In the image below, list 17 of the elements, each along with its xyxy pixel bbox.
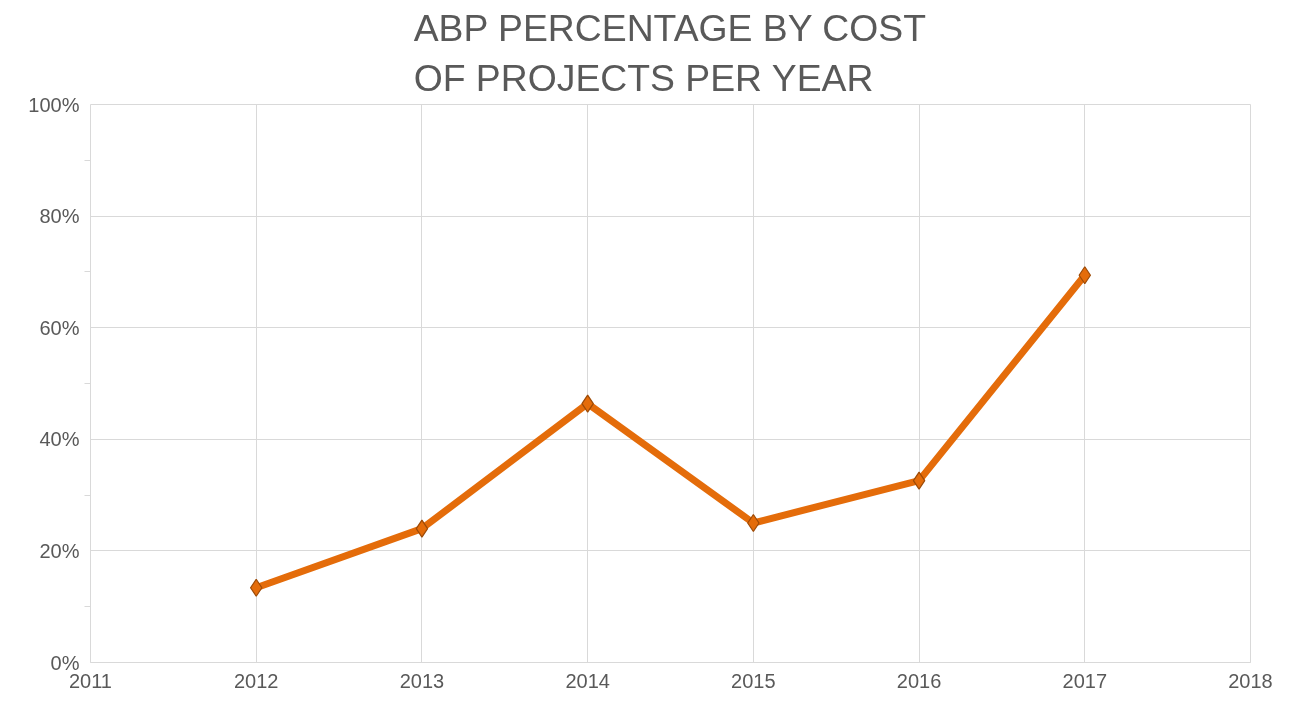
x-tick-label: 2018: [1228, 669, 1273, 692]
y-tick-label: 60%: [39, 316, 80, 339]
x-tick-label: 2014: [565, 669, 610, 692]
point: [415, 519, 429, 538]
x-tick-label: 2015: [731, 669, 776, 692]
x-tick-label: 2017: [1062, 669, 1108, 692]
point: [912, 471, 926, 490]
x-tick-label: 2012: [233, 669, 279, 692]
x-tick-label: 2013: [399, 669, 445, 692]
y-tick-label: 80%: [39, 205, 80, 228]
y-tick-label: 40%: [39, 428, 80, 451]
y-tick-label: 100%: [28, 93, 80, 116]
x-tick-label: 2016: [896, 669, 942, 692]
point: [249, 578, 263, 597]
point: [1078, 266, 1092, 285]
chart-title: ABP PERCENTAGE BY COST OF PROJECTS PER YEAR: [413, 7, 927, 100]
y-tick-label: 20%: [39, 539, 80, 562]
